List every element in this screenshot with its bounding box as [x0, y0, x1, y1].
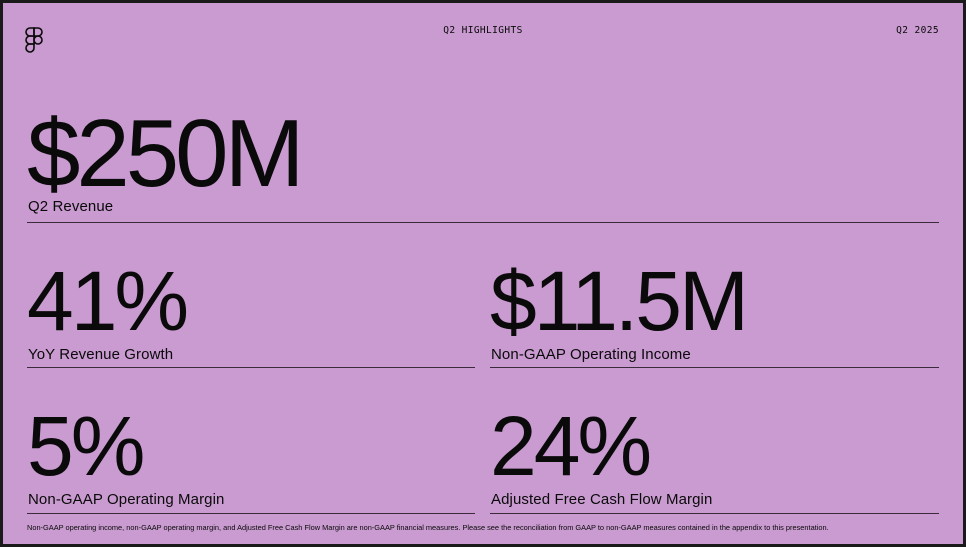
metric-label: Non-GAAP Operating Margin — [28, 491, 225, 508]
metric-value: 5% — [27, 399, 145, 493]
metric-label: Non-GAAP Operating Income — [491, 346, 691, 363]
divider — [27, 513, 475, 514]
metric-value: 41% — [27, 254, 189, 348]
period-label: Q2 2025 — [896, 25, 939, 36]
metric-label: Q2 Revenue — [28, 198, 114, 215]
divider — [490, 513, 939, 514]
slide-title: Q2 HIGHLIGHTS — [443, 25, 523, 36]
divider — [490, 367, 939, 368]
footnote: Non-GAAP operating income, non-GAAP oper… — [27, 523, 829, 532]
metric-label: Adjusted Free Cash Flow Margin — [491, 491, 713, 508]
slide: Q2 HIGHLIGHTS Q2 2025 $250M Q2 Revenue 4… — [3, 3, 963, 544]
figma-logo-icon — [25, 27, 43, 53]
divider — [27, 222, 939, 223]
metric-label: YoY Revenue Growth — [28, 346, 174, 363]
metric-value: $250M — [27, 100, 305, 207]
metric-value: 24% — [490, 399, 652, 493]
metric-value: $11.5M — [490, 254, 749, 348]
divider — [27, 367, 475, 368]
